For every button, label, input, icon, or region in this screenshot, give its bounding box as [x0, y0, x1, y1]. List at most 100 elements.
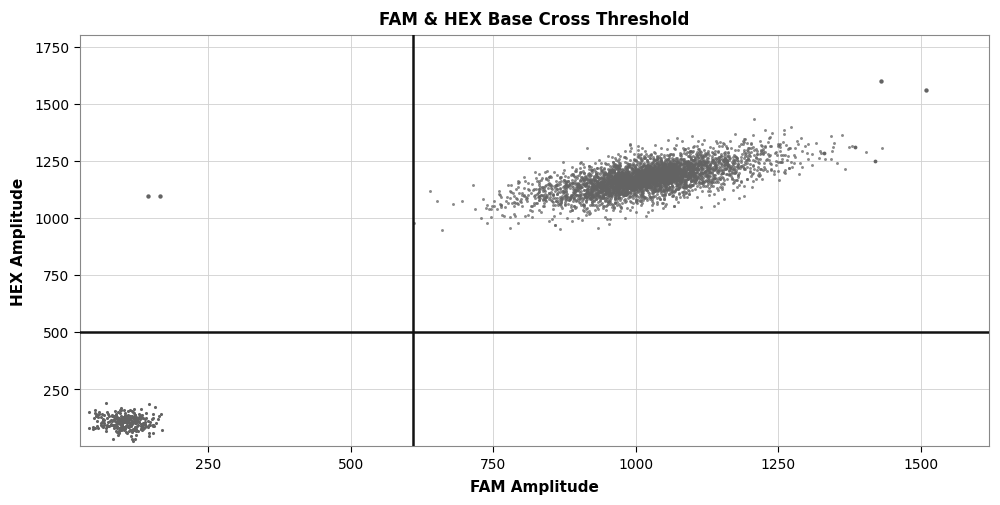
Point: [642, 166, 658, 174]
Point: [626, 187, 642, 195]
Point: [642, 171, 658, 179]
Point: [658, 174, 674, 182]
Point: [699, 155, 715, 163]
Point: [633, 174, 649, 182]
Point: [705, 157, 721, 165]
Point: [557, 201, 573, 209]
Point: [601, 171, 617, 179]
Point: [539, 192, 555, 200]
Point: [730, 172, 746, 180]
Point: [674, 169, 690, 177]
Point: [689, 142, 705, 150]
Point: [630, 182, 646, 190]
Point: [642, 172, 658, 180]
Point: [629, 177, 645, 185]
Point: [603, 182, 619, 190]
Point: [812, 147, 828, 155]
Point: [550, 188, 566, 196]
Point: [642, 195, 658, 203]
Point: [608, 178, 624, 186]
Point: [656, 193, 672, 201]
Point: [655, 180, 671, 188]
Point: [679, 159, 695, 167]
Point: [640, 181, 656, 189]
Point: [664, 157, 680, 165]
Point: [567, 205, 583, 213]
Point: [736, 149, 752, 157]
Point: [633, 164, 649, 172]
Point: [665, 178, 681, 186]
Point: [114, 419, 130, 427]
Point: [558, 179, 574, 187]
Point: [622, 186, 638, 194]
Point: [648, 175, 664, 183]
Point: [667, 180, 683, 188]
Point: [688, 180, 704, 188]
Point: [591, 180, 607, 188]
Point: [630, 189, 646, 197]
Point: [627, 176, 643, 184]
Point: [624, 181, 640, 189]
Point: [627, 192, 643, 200]
Point: [594, 199, 610, 208]
Point: [627, 157, 643, 165]
Point: [671, 166, 687, 174]
Point: [547, 184, 563, 192]
Point: [737, 135, 753, 143]
Point: [483, 213, 499, 221]
Point: [678, 183, 694, 191]
Point: [603, 189, 619, 197]
Point: [671, 163, 687, 171]
Point: [635, 169, 651, 177]
Point: [604, 192, 620, 200]
Point: [625, 179, 641, 187]
Point: [117, 411, 133, 419]
Point: [675, 169, 691, 177]
Point: [656, 172, 672, 180]
Point: [653, 187, 669, 195]
Point: [520, 180, 536, 188]
Point: [601, 197, 617, 206]
Point: [727, 131, 743, 139]
Point: [644, 207, 660, 215]
Point: [106, 421, 122, 429]
Point: [502, 188, 518, 196]
Point: [727, 170, 743, 178]
Point: [586, 172, 602, 180]
Point: [675, 180, 691, 188]
Point: [677, 183, 693, 191]
Point: [647, 173, 663, 181]
Point: [654, 175, 670, 183]
Point: [690, 155, 706, 163]
Point: [656, 170, 672, 178]
Point: [703, 166, 719, 174]
Point: [628, 157, 644, 165]
Point: [681, 174, 697, 182]
Point: [679, 193, 695, 201]
Point: [733, 162, 749, 170]
Point: [598, 207, 614, 215]
Point: [622, 156, 638, 164]
Point: [646, 188, 662, 196]
Point: [558, 180, 574, 188]
Point: [712, 139, 728, 147]
Point: [639, 165, 655, 173]
Point: [493, 201, 509, 210]
Point: [687, 162, 703, 170]
Point: [616, 191, 632, 199]
Point: [657, 168, 673, 176]
Point: [657, 172, 673, 180]
Point: [691, 173, 707, 181]
Point: [616, 177, 632, 185]
Point: [657, 167, 673, 175]
Point: [664, 164, 680, 172]
Point: [653, 158, 669, 166]
Point: [622, 180, 638, 188]
Point: [643, 178, 659, 186]
Point: [602, 183, 618, 191]
Point: [668, 177, 684, 185]
Point: [601, 190, 617, 198]
Point: [685, 167, 701, 175]
Point: [652, 169, 668, 177]
Point: [623, 170, 639, 178]
